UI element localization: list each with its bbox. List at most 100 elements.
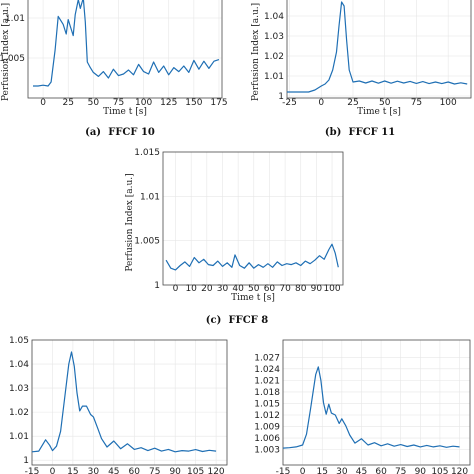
x-tick-label: -25 [282,98,297,108]
y-tick-label: 1.015 [254,399,280,409]
chart-bottom-left: -15 0 15 30 45 60 75 90 105 120 1 1.01 1.02 1.03 1.04 1… [9,336,228,474]
x-tick-label: 100 [440,98,457,108]
x-tick-label: 0 [300,467,306,474]
series-line [283,366,460,449]
y-tick-label: 1.018 [254,388,280,398]
y-tick-label: 1.01 [264,72,284,82]
x-tick-label: 50 [88,98,100,108]
x-axis-label: Time t [s] [357,107,401,117]
x-tick-label: -15 [276,467,291,474]
x-tick-label: 45 [356,467,367,474]
caption-c-name: FFCF 8 [229,315,269,326]
x-tick-label: 75 [395,467,406,474]
y-tick-label: 1.03 [9,384,29,394]
caption-a-tag: (a) [85,127,101,138]
caption-c-tag: (c) [206,315,222,326]
x-tick-label: 105 [431,467,448,474]
x-tick-label: 0 [40,98,46,108]
x-tick-label: 70 [279,284,291,294]
series-line [287,1,468,93]
x-axis-label: Time t [s] [103,107,147,117]
x-tick-label: 125 [160,98,177,108]
x-tick-label: 120 [451,467,468,474]
series-line [32,351,217,453]
x-tick-label: 25 [347,98,358,108]
x-tick-label: 75 [113,98,124,108]
x-tick-label: 75 [411,98,422,108]
x-tick-label: 45 [108,467,119,474]
y-tick-label: 1.012 [254,411,280,421]
x-tick-label: 150 [185,98,202,108]
x-tick-label: 15 [317,467,328,474]
caption-b-name: FFCF 11 [349,127,396,138]
y-tick-label: 1.003 [254,446,280,456]
x-tick-label: 60 [264,284,276,294]
x-tick-label: 90 [311,284,323,294]
y-tick-label: 1.02 [264,52,284,62]
y-axis-label: Perfusion Index [a.u.] [251,3,261,101]
chart-ffcf-11: -25 0 25 50 75 100 1 1.01 1.02 1.03 1.04 Time t [s]… [251,0,472,117]
y-tick-label: 1.027 [254,353,280,363]
x-tick-label: 90 [169,467,181,474]
y-tick-label: 1.01 [140,192,160,202]
y-tick-label: 1 [23,456,29,466]
y-tick-label: 1.01 [5,14,25,24]
y-tick-label: 1.006 [254,434,280,444]
x-tick-label: 120 [207,467,224,474]
y-tick-label: 1.04 [264,12,284,22]
y-axis-label: Perfusion Index [a.u.] [125,173,135,271]
x-tick-label: 100 [323,284,340,294]
plot-frame [282,339,471,466]
y-tick-label: 1.015 [134,148,160,158]
x-tick-label: 30 [217,284,229,294]
y-tick-label: 1.04 [9,360,29,370]
plot-frame [162,151,344,286]
x-tick-label: -15 [25,467,40,474]
chart-ffcf-10: 0 25 50 75 100 125 150 175 1.005 1.01 Time t [s] Pe… [0,0,228,117]
x-axis-label: Time t [s] [231,293,275,303]
x-tick-label: 80 [295,284,307,294]
x-tick-label: 90 [415,467,427,474]
y-tick-label: 1 [278,92,284,102]
x-tick-label: 20 [201,284,213,294]
caption-b: (b) FFCF 11 [325,127,395,138]
caption-b-tag: (b) [325,127,341,138]
series-line [165,243,339,271]
x-tick-label: 0 [50,467,56,474]
x-tick-label: 0 [318,98,324,108]
x-tick-label: 100 [135,98,152,108]
x-tick-label: 60 [375,467,387,474]
y-tick-label: 1.01 [9,432,29,442]
x-tick-label: 175 [210,98,227,108]
y-tick-label: 1.005 [134,237,160,247]
caption-c: (c) FFCF 8 [206,315,268,326]
x-tick-label: 50 [379,98,391,108]
x-tick-label: 15 [67,467,78,474]
x-tick-label: 60 [129,467,141,474]
x-tick-label: 75 [149,467,160,474]
y-tick-label: 1.05 [9,336,29,346]
y-tick-label: 1.009 [254,423,280,433]
x-tick-label: 10 [185,284,197,294]
plot-frame [286,0,472,99]
caption-a-name: FFCF 10 [108,127,155,138]
y-tick-label: 1.02 [9,408,29,418]
x-tick-label: 105 [187,467,204,474]
x-tick-label: 0 [173,284,179,294]
series-line [33,0,220,87]
x-tick-label: 30 [88,467,100,474]
x-tick-label: 30 [336,467,348,474]
plot-frame [31,339,228,466]
x-tick-label: 50 [248,284,260,294]
y-tick-label: 1.03 [264,32,284,42]
x-tick-label: 25 [62,98,73,108]
chart-ffcf-8: 0 10 20 30 40 50 60 70 80 90 100 1 1.005 1.01 1.015 Tim… [125,148,344,303]
caption-a: (a) FFCF 10 [85,127,155,138]
y-tick-label: 1.005 [0,54,25,64]
x-tick-label: 40 [232,284,244,294]
y-tick-label: 1.024 [254,365,280,375]
y-axis-label: Perfusion Index [a.u.] [1,3,11,101]
y-tick-label: 1 [154,281,160,291]
